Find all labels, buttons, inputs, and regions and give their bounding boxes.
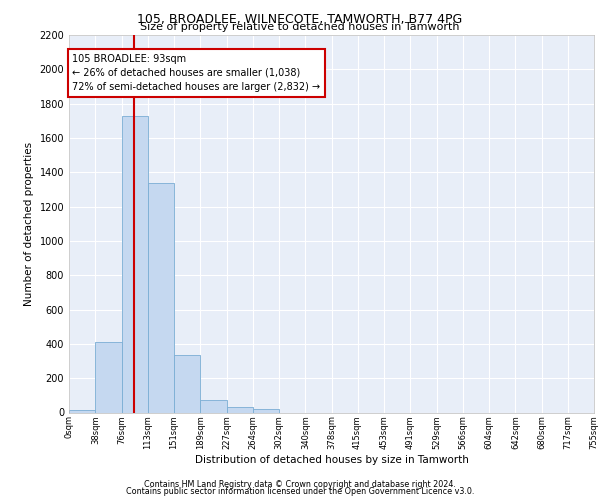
Text: Contains HM Land Registry data © Crown copyright and database right 2024.: Contains HM Land Registry data © Crown c… [144, 480, 456, 489]
Bar [69, 410, 95, 412]
Y-axis label: Number of detached properties: Number of detached properties [24, 142, 34, 306]
Bar [227, 407, 253, 412]
X-axis label: Distribution of detached houses by size in Tamworth: Distribution of detached houses by size … [194, 455, 469, 465]
Text: 105 BROADLEE: 93sqm
← 26% of detached houses are smaller (1,038)
72% of semi-det: 105 BROADLEE: 93sqm ← 26% of detached ho… [73, 54, 320, 92]
Text: Contains public sector information licensed under the Open Government Licence v3: Contains public sector information licen… [126, 487, 474, 496]
Text: 105, BROADLEE, WILNECOTE, TAMWORTH, B77 4PG: 105, BROADLEE, WILNECOTE, TAMWORTH, B77 … [137, 12, 463, 26]
Bar [122, 116, 148, 412]
Text: Size of property relative to detached houses in Tamworth: Size of property relative to detached ho… [140, 22, 460, 32]
Bar [200, 400, 227, 412]
Bar [174, 355, 200, 412]
Bar [95, 342, 122, 412]
Bar [253, 410, 279, 412]
Bar [148, 182, 174, 412]
